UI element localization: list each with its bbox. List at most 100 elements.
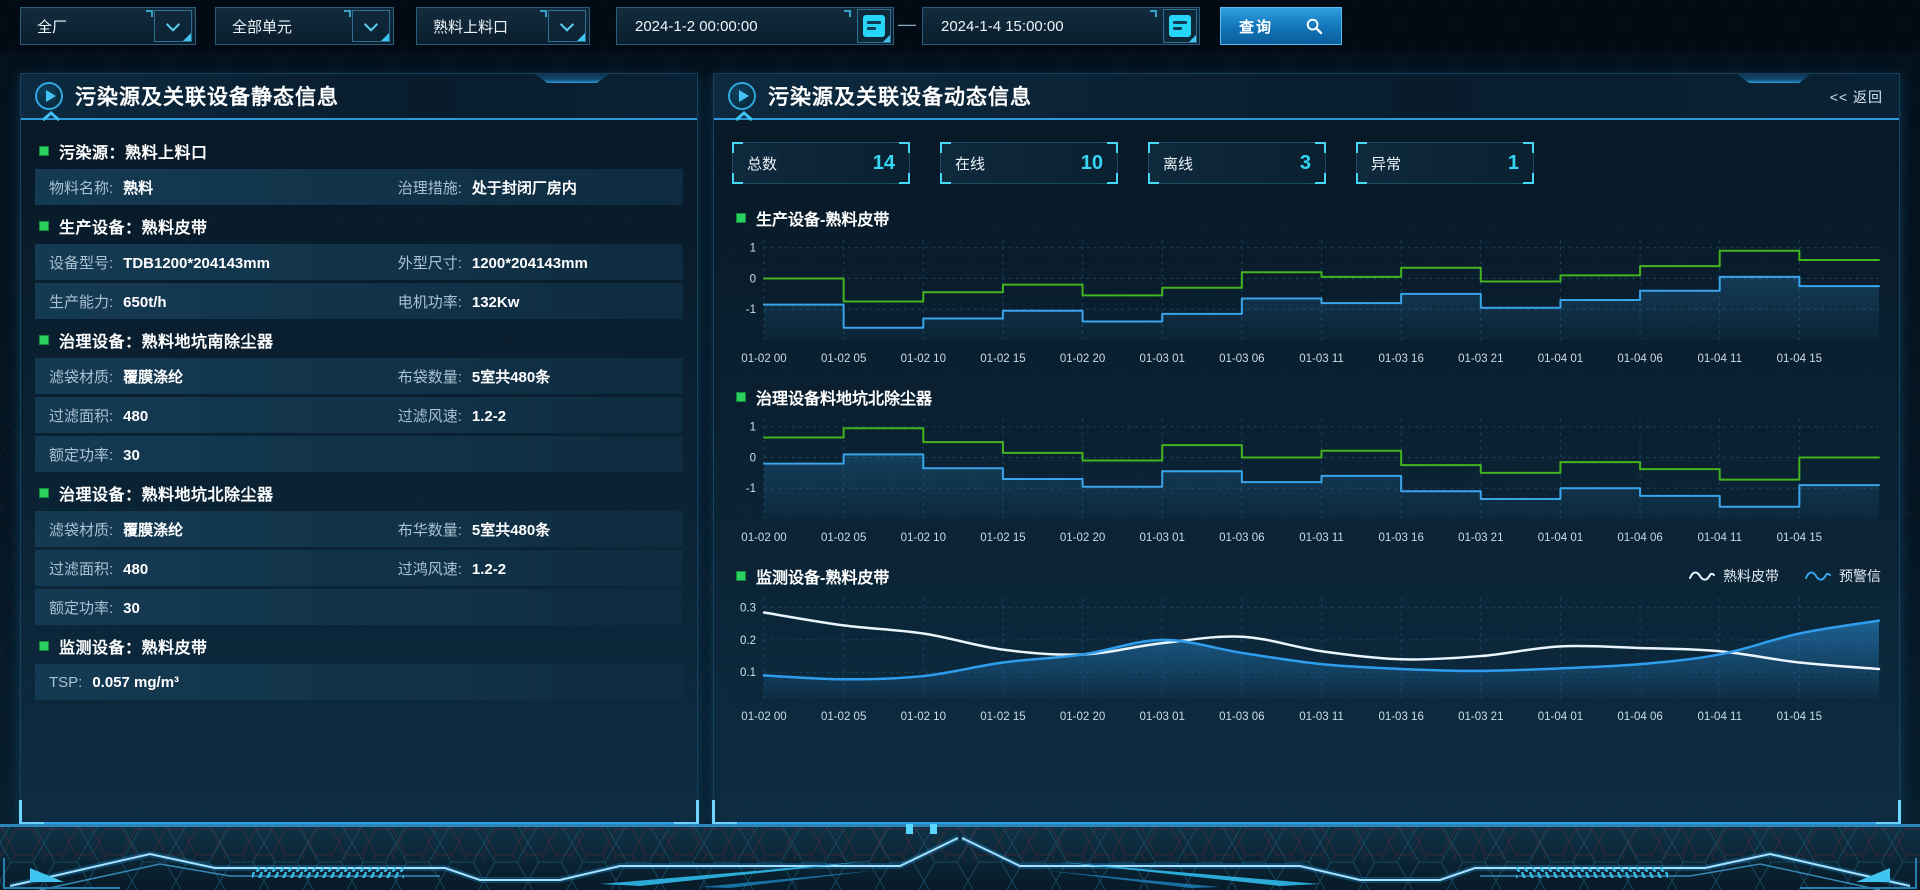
svg-text:01-04 06: 01-04 06 [1617, 353, 1662, 365]
stat-corner-decoration [1356, 173, 1367, 184]
info-band-row: 过滤面积: 480 过鸿风速: 1.2-2 [35, 550, 683, 586]
svg-text:01-02 20: 01-02 20 [1060, 353, 1105, 365]
info-cell: 过滤面积: 480 [49, 558, 398, 579]
info-cell: 电机功率: 132Kw [398, 291, 683, 312]
header-notch-decoration [535, 74, 609, 83]
svg-text:01-03 01: 01-03 01 [1140, 711, 1185, 723]
info-value: 5室共480条 [471, 521, 551, 539]
info-band-row: 物料名称: 熟料 治理措施: 处于封闭厂房内 [35, 169, 683, 205]
stat-label: 总数 [747, 155, 778, 173]
select-unit[interactable]: 全部单元 [215, 7, 394, 45]
svg-text:0: 0 [750, 273, 756, 285]
svg-text:01-02 10: 01-02 10 [901, 711, 946, 723]
info-label: 过滤面积: [49, 560, 114, 578]
info-band-row: TSP: 0.057 mg/m³ [35, 664, 683, 700]
info-label: 过滤面积: [49, 407, 114, 425]
svg-text:0.1: 0.1 [740, 667, 756, 679]
svg-text:01-02 00: 01-02 00 [741, 711, 786, 723]
stat-corner-decoration [1148, 142, 1159, 153]
stat-corner-decoration [899, 173, 910, 184]
info-cell: 滤袋材质: 覆膜涤纶 [49, 366, 398, 387]
select-source[interactable]: 熟料上料口 [416, 7, 590, 45]
info-label: 生产能力: [49, 293, 114, 311]
stat-corner-decoration [1315, 142, 1326, 153]
chart-header: 监测设备-熟料皮带 熟料皮带 预警信 [732, 562, 1881, 590]
stat-corner-decoration [940, 173, 951, 184]
chevron-down-icon[interactable] [352, 10, 390, 42]
static-info-title: 污染源及关联设备静态信息 [75, 86, 339, 109]
info-value: 30 [123, 599, 140, 617]
info-value: 1.2-2 [471, 560, 507, 578]
stat-box: 总数 14 [732, 142, 910, 184]
stat-box: 异常 1 [1356, 142, 1534, 184]
chevron-down-icon[interactable] [548, 10, 586, 42]
panel-corner-decoration [1876, 800, 1901, 825]
info-cell: 过鸿风速: 1.2-2 [398, 558, 683, 579]
date-to-input[interactable]: 2024-1-4 15:00:00 [922, 7, 1200, 45]
select-plant[interactable]: 全厂 [20, 7, 196, 45]
info-band-row: 滤袋材质: 覆膜涤纶 布华数量: 5室共480条 [35, 511, 683, 547]
section-row: 治理设备：熟料地坑南除尘器 [35, 325, 683, 355]
bullet-icon [736, 392, 746, 402]
legend-item[interactable]: 熟料皮带 [1689, 566, 1779, 586]
info-band-row: 滤袋材质: 覆膜涤纶 布袋数量: 5室共480条 [35, 358, 683, 394]
info-value: 0.057 mg/m³ [92, 673, 180, 691]
chart-svg-0: 1 0 -1 01-02 00 01-02 05 01-02 10 01-02 15 01-0… [741, 240, 1880, 365]
svg-text:0.2: 0.2 [740, 635, 756, 647]
svg-text:1: 1 [750, 422, 756, 434]
svg-text:01-03 11: 01-03 11 [1299, 532, 1344, 544]
bullet-icon [39, 146, 49, 156]
charts-area: 生产设备-熟料皮带 1 0 -1 01-02 00 01-02 05 01-02 10 01-… [732, 204, 1881, 731]
svg-text:01-02 10: 01-02 10 [901, 353, 946, 365]
chart-block: 治理设备料地坑北除尘器 1 0 -1 01-02 00 01-02 05 01-02 10 0… [732, 383, 1881, 552]
chart-title: 监测设备-熟料皮带 [756, 570, 890, 587]
svg-text:01-02 15: 01-02 15 [980, 532, 1025, 544]
date-to-value: 2024-1-4 15:00:00 [941, 17, 1064, 35]
stat-box: 离线 3 [1148, 142, 1326, 184]
section-row: 监测设备：熟料皮带 [35, 631, 683, 661]
dynamic-info-panel: 污染源及关联设备动态信息 << 返回 总数 14 在线 10 离线 3 异常 1 生产设备-熟… [712, 73, 1901, 825]
svg-text:01-02 15: 01-02 15 [980, 711, 1025, 723]
stat-label: 在线 [955, 155, 986, 173]
svg-text:0: 0 [750, 452, 756, 464]
stat-corner-decoration [1356, 142, 1367, 153]
svg-text:01-02 20: 01-02 20 [1060, 532, 1105, 544]
legend-label: 熟料皮带 [1723, 568, 1779, 584]
date-from-value: 2024-1-2 00:00:00 [635, 17, 758, 35]
date-from-input[interactable]: 2024-1-2 00:00:00 [616, 7, 894, 45]
info-band-row: 额定功率: 30 [35, 436, 683, 472]
svg-text:01-02 00: 01-02 00 [741, 353, 786, 365]
svg-text:01-04 15: 01-04 15 [1777, 532, 1822, 544]
calendar-icon[interactable] [1163, 9, 1197, 43]
legend-item[interactable]: 预警信 [1805, 566, 1881, 586]
chart-header: 治理设备料地坑北除尘器 [732, 383, 1881, 411]
stat-corner-decoration [1148, 173, 1159, 184]
date-range-separator: — [898, 14, 916, 34]
info-cell: 滤袋材质: 覆膜涤纶 [49, 519, 398, 540]
stat-value: 3 [1299, 151, 1311, 174]
svg-text:01-02 05: 01-02 05 [821, 711, 866, 723]
info-cell: 布袋数量: 5室共480条 [398, 366, 683, 387]
bullet-icon [736, 571, 746, 581]
chevron-down-icon[interactable] [154, 10, 192, 42]
static-info-list: 污染源：熟料上料口 物料名称: 熟料 治理措施: 处于封闭厂房内 生产设备：熟料皮带 设备型… [35, 130, 683, 703]
query-button[interactable]: 查询 [1220, 7, 1342, 45]
svg-text:01-04 06: 01-04 06 [1617, 532, 1662, 544]
info-cell: 过滤面积: 480 [49, 405, 398, 426]
svg-text:01-03 21: 01-03 21 [1458, 532, 1503, 544]
section-text: 生产设备：熟料皮带 [59, 220, 208, 237]
section-row: 污染源：熟料上料口 [35, 136, 683, 166]
svg-text:1: 1 [750, 243, 756, 255]
calendar-icon[interactable] [857, 9, 891, 43]
info-label: 过滤风速: [397, 407, 462, 425]
back-link[interactable]: << 返回 [1829, 89, 1883, 105]
svg-text:-1: -1 [746, 483, 756, 495]
section-text: 治理设备：熟料地坑南除尘器 [59, 334, 274, 351]
legend-label: 预警信 [1839, 568, 1881, 584]
stat-corner-decoration [940, 142, 951, 153]
chart-header: 生产设备-熟料皮带 [732, 204, 1881, 232]
stat-label: 离线 [1163, 155, 1194, 173]
panel-corner-decoration [19, 800, 44, 825]
info-label: 电机功率: [397, 293, 462, 311]
play-icon [728, 82, 756, 110]
